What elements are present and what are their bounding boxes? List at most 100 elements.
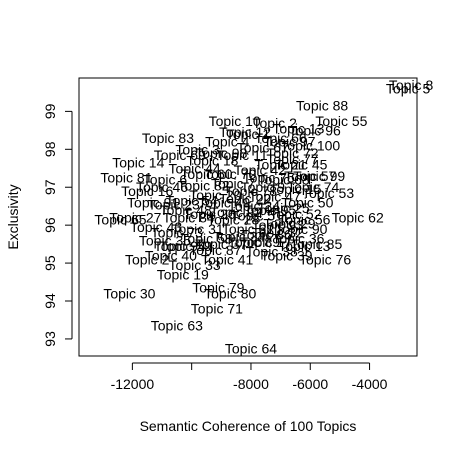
topic-point-label: Topic 43 bbox=[130, 219, 182, 235]
topic-point-label: Topic 2 bbox=[125, 251, 170, 267]
topic-point-label: Topic 76 bbox=[299, 251, 351, 267]
topic-point-label: Topic 4 bbox=[205, 134, 250, 150]
topic-point-label: Topic 25 bbox=[258, 200, 310, 216]
topic-point-label: Topic 13 bbox=[278, 238, 330, 254]
topic-point-label: Topic 40 bbox=[145, 247, 197, 263]
topic-point-label: Topic 59 bbox=[160, 238, 212, 254]
topic-point-label: Topic 1 bbox=[226, 126, 271, 142]
topic-point-label: Topic 5 bbox=[386, 81, 431, 97]
topic-point-label: Topic 33 bbox=[169, 257, 221, 273]
topic-point-label: Topic 26 bbox=[183, 206, 235, 222]
topic-point-label: Topic 80 bbox=[204, 285, 256, 301]
y-tick-label: 98 bbox=[42, 141, 58, 157]
topic-point-label: Topic 64 bbox=[225, 340, 277, 356]
topic-point-label: Topic 97 bbox=[263, 134, 315, 150]
y-axis: 93 94 95 96 97 98 99 bbox=[42, 103, 73, 347]
topic-point-label: Topic 50 bbox=[281, 194, 333, 210]
topic-point-label: Topic 99 bbox=[293, 168, 345, 184]
topic-point-label: Topic 3 bbox=[175, 141, 220, 157]
topic-point-label: Topic 84 bbox=[163, 210, 215, 226]
topic-point-label: Topic 86 bbox=[240, 227, 292, 243]
y-tick-label: 96 bbox=[42, 217, 58, 233]
topic-point-label: Topic 98 bbox=[195, 145, 247, 161]
topic-point-label: Topic 61 bbox=[222, 221, 274, 237]
topic-point-label: Topic 75 bbox=[243, 170, 295, 186]
topic-point-label: Topic 44 bbox=[169, 160, 221, 176]
x-axis: -12000 -8000 -6000 -4000 bbox=[111, 362, 388, 392]
topic-point-label: Topic 55 bbox=[315, 113, 367, 129]
topic-point-label: Topic 15 bbox=[269, 181, 321, 197]
topic-point-label: Topic 93 bbox=[252, 217, 304, 233]
topic-point-label: Topic 29 bbox=[263, 215, 315, 231]
topic-point-label: Topic 74 bbox=[287, 179, 339, 195]
topic-point-label: Topic 14 bbox=[112, 155, 164, 171]
topic-point-label: Topic 72 bbox=[266, 145, 318, 161]
x-tick-label: -6000 bbox=[292, 376, 328, 392]
topic-point-label: Topic 47 bbox=[249, 189, 301, 205]
topic-point-label: Topic 60 bbox=[180, 166, 232, 182]
topic-point-label: Topic 7 bbox=[211, 175, 256, 191]
x-axis-title: Semantic Coherence of 100 Topics bbox=[140, 418, 357, 434]
topic-point-label: Topic 58 bbox=[180, 230, 232, 246]
plot-frame bbox=[78, 77, 418, 357]
topic-point-label: Topic 66 bbox=[255, 130, 307, 146]
topic-point-label: Topic 23 bbox=[148, 196, 200, 212]
topic-point-label: Topic 77 bbox=[266, 151, 318, 167]
topic-point-label: Topic 65 bbox=[94, 211, 146, 227]
topic-point-label: Topic 82 bbox=[177, 177, 229, 193]
topic-point-label: Topic 41 bbox=[201, 251, 253, 267]
topic-point-label: Topic 96 bbox=[289, 122, 341, 138]
topic-point-label: Topic 20 bbox=[189, 187, 241, 203]
x-tick-label: -4000 bbox=[352, 376, 388, 392]
topic-point-label: Topic 81 bbox=[100, 170, 152, 186]
topic-point-label: Topic 79 bbox=[192, 280, 244, 296]
y-tick-label: 99 bbox=[42, 103, 58, 119]
topic-point-label: Topic 68 bbox=[258, 172, 310, 188]
y-tick-label: 95 bbox=[42, 255, 58, 271]
topic-point-label: Topic 46 bbox=[136, 179, 188, 195]
topic-point-label: Topic 37 bbox=[195, 236, 247, 252]
topic-point-label: Topic 27 bbox=[109, 210, 161, 226]
y-axis-title: Exclusivity bbox=[5, 184, 21, 249]
topic-point-label: Topic 21 bbox=[255, 156, 307, 172]
topic-point-label: Topic 71 bbox=[191, 301, 243, 317]
topic-point-label: Topic 54 bbox=[166, 193, 218, 209]
topic-point-label: Topic 38 bbox=[246, 244, 298, 260]
topic-point-label: Topic 90 bbox=[275, 221, 327, 237]
topic-point-label: Topic 62 bbox=[332, 210, 384, 226]
topic-point-label: Topic 35 bbox=[139, 232, 191, 248]
topic-point-label: Topic 85 bbox=[290, 236, 342, 252]
topic-point-label: Topic 88 bbox=[296, 98, 348, 114]
topic-point-label: Topic 13 bbox=[272, 120, 324, 136]
topic-point-label: Topic 11 bbox=[217, 147, 268, 163]
topic-point-label: Topic 87 bbox=[189, 242, 241, 258]
topic-point-label: Topic 10 bbox=[209, 113, 261, 129]
topic-point-label: Topic 32 bbox=[252, 225, 304, 241]
topic-point-label: Topic 73 bbox=[151, 225, 203, 241]
topic-point-label: Topic 9 bbox=[241, 179, 286, 195]
topic-point-label: Topic 78 bbox=[225, 183, 277, 199]
topic-point-label: Topic 16 bbox=[121, 183, 173, 199]
topic-point-label: Topic 22 bbox=[219, 191, 271, 207]
topic-point-label: Topic 69 bbox=[154, 147, 206, 163]
topic-point-label: Topic 53 bbox=[302, 185, 354, 201]
topic-point-label: Topic 45 bbox=[275, 156, 327, 172]
topic-point-label: Topic 42 bbox=[234, 162, 286, 178]
topic-point-label: Topic 28 bbox=[207, 211, 259, 227]
topic-point-label: Topic 6 bbox=[143, 172, 188, 188]
topic-point-label: Topic 2 bbox=[253, 115, 298, 131]
topic-point-label: Topic 67 bbox=[237, 139, 289, 155]
topic-point-label: Topic 30 bbox=[103, 285, 155, 301]
topic-point-label: Topic 19 bbox=[157, 266, 209, 282]
topic-point-label: Topic 89 bbox=[228, 234, 280, 250]
topic-point-label: Topic 24 bbox=[228, 198, 280, 214]
y-tick-label: 93 bbox=[42, 331, 58, 347]
topic-point-label: Topic 57 bbox=[284, 168, 336, 184]
topic-point-label: Topic 31 bbox=[172, 221, 224, 237]
topic-point-label: Topic 63 bbox=[151, 318, 203, 334]
topic-point-label: Topic 49 bbox=[198, 194, 250, 210]
topic-point-label: Topic 18 bbox=[186, 153, 238, 169]
topic-point-label: Topic 12 bbox=[219, 124, 271, 140]
